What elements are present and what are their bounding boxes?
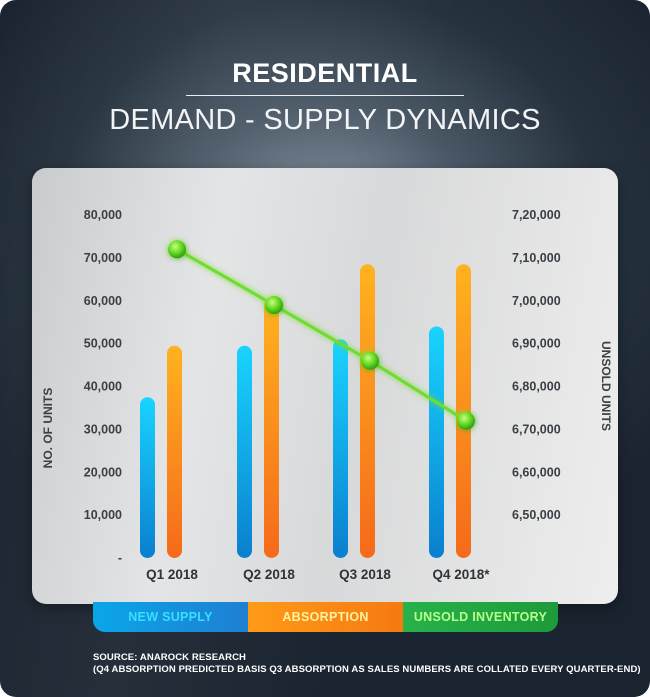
chart-svg: - 10,000 20,000 30,000 40,000 50,000 60,000 70,… [41,208,613,582]
chart-panel: - 10,000 20,000 30,000 40,000 50,000 60,000 70,… [32,168,618,604]
legend-absorption: ABSORPTION [248,602,403,632]
legend: NEW SUPPLY ABSORPTION UNSOLD INVENTORY [93,602,558,632]
unsold-inventory-point [168,240,186,259]
y2-tick-label: 7,00,000 [512,294,561,308]
bar-new-supply [429,326,444,558]
y-tick-label: 60,000 [84,294,122,308]
y2-tick-label: 6,80,000 [512,380,561,394]
page-subtitle: DEMAND - SUPPLY DYNAMICS [109,104,541,136]
bar-absorption [456,264,471,558]
legend-new-supply: NEW SUPPLY [93,602,248,632]
page-title: RESIDENTIAL [232,58,418,88]
y-tick-label: 80,000 [84,208,122,222]
x-category-label: Q4 2018* [432,567,490,582]
x-category-label: Q1 2018 [146,567,198,582]
y2-tick-label: 7,20,000 [512,208,561,222]
y-tick-label: 20,000 [84,465,122,479]
source-line-2: (Q4 ABSORPTION PREDICTED BASIS Q3 ABSORP… [93,664,641,675]
y-tick-label: 10,000 [84,508,122,522]
x-category-label: Q2 2018 [243,567,295,582]
y2-tick-label: 6,70,000 [512,422,561,436]
legend-unsold-inventory: UNSOLD INVENTORY [403,602,558,632]
bar-absorption [167,345,182,558]
x-category-label: Q3 2018 [339,567,391,582]
bar-new-supply [333,339,348,558]
source-line-1: SOURCE: ANAROCK RESEARCH [93,652,246,663]
bar-absorption [360,264,375,558]
unsold-inventory-point [457,411,475,430]
title-divider [186,95,464,96]
y-tick-label: - [118,551,122,565]
y-axis-label: NO. OF UNITS [41,388,55,469]
unsold-inventory-point [361,351,379,370]
source-note: SOURCE: ANAROCK RESEARCH (Q4 ABSORPTION … [93,652,641,676]
y-tick-label: 70,000 [84,251,122,265]
bar-new-supply [140,397,155,558]
y-tick-label: 50,000 [84,337,122,351]
unsold-inventory-point [265,296,283,315]
y2-tick-label: 6,90,000 [512,337,561,351]
y2-tick-label: 6,50,000 [512,508,561,522]
y-tick-label: 30,000 [84,422,122,436]
y2-tick-label: 7,10,000 [512,251,561,265]
bar-new-supply [237,345,252,558]
y-tick-label: 40,000 [84,380,122,394]
unsold-inventory-line [176,247,467,423]
y2-axis-label: UNSOLD UNITS [599,341,613,431]
y2-tick-label: 6,60,000 [512,465,561,479]
bar-absorption [264,298,279,558]
